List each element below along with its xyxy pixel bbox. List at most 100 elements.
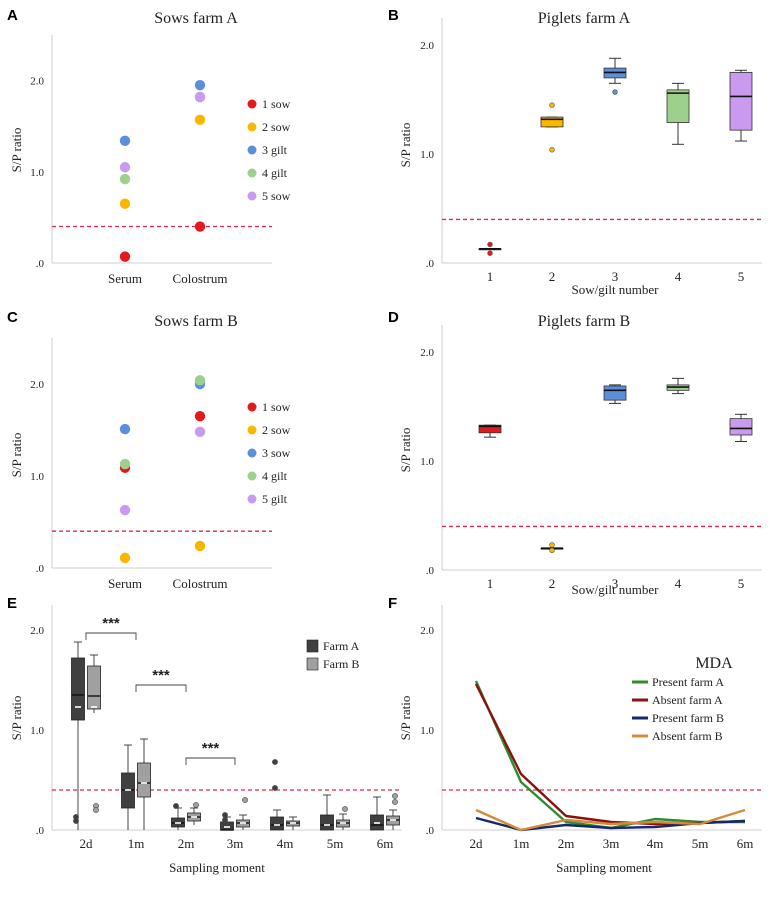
y-tick-label: .0 xyxy=(426,825,435,837)
x-tick-label: 4 xyxy=(675,576,682,591)
legend-marker xyxy=(247,448,257,458)
significance-label: *** xyxy=(202,740,220,757)
legend-label: 2 sow xyxy=(262,120,291,134)
box-body xyxy=(87,665,101,710)
legend-label: Present farm A xyxy=(652,675,724,689)
legend-label: Absent farm A xyxy=(652,693,723,707)
data-point xyxy=(119,198,131,209)
box-outlier xyxy=(549,147,555,153)
x-tick-label: Colostrum xyxy=(173,271,228,286)
y-tick-label: 1.0 xyxy=(30,167,44,179)
box-outlier xyxy=(487,250,493,256)
x-tick-label: 4 xyxy=(675,269,682,284)
y-axis-label: S/P ratio xyxy=(398,123,413,168)
y-tick-label: 2.0 xyxy=(420,625,434,637)
box-outlier xyxy=(487,241,493,248)
y-axis-label: S/P ratio xyxy=(398,428,413,473)
panel-letter: B xyxy=(388,7,399,24)
panel-c: C Sows farm B .0 1.0 2.0 S/P ratio Serum Colost… xyxy=(7,309,291,591)
x-tick-label: 5m xyxy=(327,836,344,851)
significance-bracket xyxy=(185,757,236,765)
box-outlier xyxy=(222,812,228,818)
significance-bracket xyxy=(85,632,137,640)
panel-a: A Sows farm A .0 1.0 2.0 S/P ratio Serum Colost… xyxy=(7,7,291,286)
data-point xyxy=(119,504,131,516)
x-tick-label: 1 xyxy=(487,269,494,284)
panel-letter: F xyxy=(388,595,397,612)
x-tick-label: 5m xyxy=(692,836,709,851)
legend-label: 5 sow xyxy=(262,189,291,203)
data-point xyxy=(194,411,206,422)
y-tick-label: 1.0 xyxy=(30,725,44,737)
data-point xyxy=(194,426,206,438)
y-tick-label: .0 xyxy=(36,563,45,575)
legend-label: 1 sow xyxy=(262,97,291,111)
panel-letter: D xyxy=(388,309,399,326)
panel-e: E .0 1.0 2.0 S/P ratio 2d 1m 2m 3m 4m 5m 6m Sampling… xyxy=(7,595,402,875)
x-tick-label: 3 xyxy=(612,269,619,284)
y-axis-label: S/P ratio xyxy=(9,696,24,741)
x-tick-label: 2d xyxy=(80,836,94,851)
x-tick-label: 3 xyxy=(612,576,619,591)
legend-label: 2 sow xyxy=(262,423,291,437)
x-tick-label: 5 xyxy=(738,269,745,284)
y-tick-label: .0 xyxy=(426,565,435,577)
legend-swatch xyxy=(306,639,319,653)
legend-label: Farm B xyxy=(323,657,359,671)
data-point xyxy=(119,423,131,435)
legend-label: Farm A xyxy=(323,639,360,653)
y-tick-label: .0 xyxy=(36,825,45,837)
data-point xyxy=(194,540,206,552)
panel-letter: E xyxy=(7,595,17,612)
legend-marker xyxy=(247,191,257,201)
y-tick-label: 1.0 xyxy=(420,149,434,161)
data-point xyxy=(119,173,131,185)
y-tick-label: .0 xyxy=(426,258,435,270)
data-point xyxy=(119,135,131,146)
panel-d: D Piglets farm B .0 1.0 2.0 S/P ratio 1 2 3 4 5 Sow… xyxy=(388,309,762,597)
box-outlier xyxy=(392,799,398,805)
data-point xyxy=(119,552,131,564)
y-tick-label: .0 xyxy=(36,258,45,270)
data-point xyxy=(194,91,206,103)
x-tick-label: 3m xyxy=(227,836,244,851)
y-tick-label: 1.0 xyxy=(420,725,434,737)
y-tick-label: 2.0 xyxy=(30,625,44,637)
box-outlier xyxy=(272,759,278,765)
legend-marker xyxy=(247,145,257,155)
x-tick-label: 1m xyxy=(513,836,530,851)
data-point xyxy=(119,162,131,173)
y-axis-label: S/P ratio xyxy=(398,696,413,741)
data-point xyxy=(194,79,206,91)
chart-title: Sows farm A xyxy=(154,10,238,27)
legend-label: 3 sow xyxy=(262,446,291,460)
legend-label: 4 gilt xyxy=(262,469,288,483)
x-tick-label: Colostrum xyxy=(173,576,228,591)
legend-label: 3 gilt xyxy=(262,143,288,157)
chart-title: Piglets farm B xyxy=(538,313,630,330)
y-tick-label: 2.0 xyxy=(30,76,44,88)
panel-letter: C xyxy=(7,309,18,326)
legend-marker xyxy=(247,99,257,109)
y-tick-label: 2.0 xyxy=(420,347,434,359)
panel-b: B Piglets farm A .0 1.0 2.0 S/P ratio 1 2 3 4 5 Sow… xyxy=(388,7,762,297)
box-outlier xyxy=(549,102,555,108)
box-outlier xyxy=(73,818,79,824)
x-tick-label: 1m xyxy=(128,836,145,851)
y-tick-label: 2.0 xyxy=(30,379,44,391)
data-point xyxy=(194,221,206,232)
box-body xyxy=(729,72,753,131)
x-tick-label: 2 xyxy=(549,576,556,591)
box-body xyxy=(540,116,564,128)
box-body xyxy=(320,814,334,831)
x-tick-label: 4m xyxy=(647,836,664,851)
box-outlier xyxy=(272,785,278,791)
significance-label: *** xyxy=(102,615,120,632)
box-outlier xyxy=(392,793,398,799)
box-body xyxy=(666,89,690,123)
x-tick-label: 2d xyxy=(470,836,484,851)
y-axis-label: S/P ratio xyxy=(9,128,24,173)
x-tick-label: 1 xyxy=(487,576,494,591)
box-body xyxy=(603,385,627,401)
